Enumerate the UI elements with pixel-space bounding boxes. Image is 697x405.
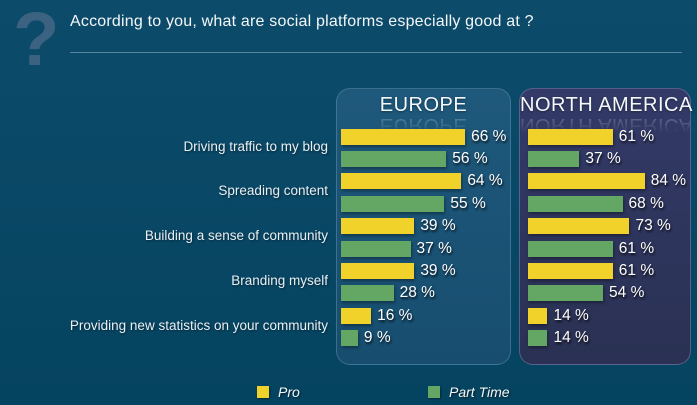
bar-value-label: 64 %: [467, 172, 503, 190]
bar-part-time: [341, 150, 447, 167]
bar-row: 28 %: [341, 284, 435, 302]
bar-pro: [341, 128, 466, 145]
bar-part-time: [528, 150, 580, 167]
bar-part-time: [341, 195, 445, 212]
bar-row: 68 %: [528, 195, 664, 212]
bar-value-label: 14 %: [553, 306, 589, 324]
bar-part-time: [341, 285, 394, 302]
category-labels-column: Driving traffic to my blog Spreading cont…: [0, 0, 330, 405]
legend-label-pro: Pro: [278, 384, 300, 400]
bar-pro: [528, 262, 613, 279]
category-label: Providing new statistics on your communi…: [69, 317, 328, 333]
legend-item-pro: Pro: [257, 384, 300, 400]
bar-row: 37 %: [528, 150, 621, 167]
bar-row: 16 %: [341, 307, 412, 324]
bar-row: 73 %: [528, 217, 671, 235]
bar-value-label: 55 %: [450, 194, 486, 212]
bar-value-label: 9 %: [363, 329, 391, 347]
panel-europe: EUROPE EUROPE 66 % 64 % 39 % 39 % 16 % 56 % 55…: [336, 88, 511, 365]
legend-label-part-time: Part Time: [449, 384, 510, 400]
bar-row: 61 %: [528, 262, 654, 279]
panel-europe-title: EUROPE: [379, 94, 468, 116]
bar-value-label: 37 %: [585, 149, 621, 167]
bar-row: 66 %: [341, 128, 506, 145]
bar-row: 64 %: [341, 172, 503, 190]
panel-europe-bars: 66 % 64 % 39 % 39 % 16 % 56 % 55 % 37 % 28 % 9 %: [341, 128, 508, 364]
legend-swatch-part-time: [428, 386, 440, 398]
bar-value-label: 39 %: [420, 261, 456, 279]
bar-pro: [528, 128, 613, 145]
question-mark-icon: ?: [13, 0, 60, 82]
bar-row: 37 %: [341, 240, 452, 257]
bar-value-label: 61 %: [618, 127, 655, 145]
bar-row: 9 %: [341, 329, 391, 347]
bar-pro: [528, 307, 548, 324]
bar-pro: [341, 262, 415, 279]
bar-value-label: 54 %: [609, 284, 645, 302]
bar-row: 14 %: [528, 307, 589, 324]
bar-pro: [341, 173, 462, 190]
bar-pro: [341, 218, 415, 235]
panel-north-america-title: NORTH AMERICA: [520, 94, 693, 116]
category-label: Branding myself: [231, 272, 328, 288]
bar-value-label: 16 %: [377, 306, 413, 324]
category-label: Building a sense of community: [144, 228, 328, 244]
bar-row: 61 %: [528, 128, 654, 145]
bar-row: 54 %: [528, 284, 645, 302]
category-label: Driving traffic to my blog: [183, 138, 328, 154]
category-label: Spreading content: [218, 183, 328, 199]
bar-value-label: 61 %: [618, 261, 655, 279]
panel-north-america-bars: 61 % 84 % 73 % 61 % 14 % 37 % 68 % 61 % 54 % 14 %: [528, 128, 688, 364]
bar-part-time: [528, 330, 548, 347]
bar-value-label: 66 %: [471, 127, 507, 145]
bar-pro: [528, 218, 630, 235]
bar-value-label: 56 %: [452, 149, 488, 167]
bar-part-time: [341, 330, 358, 347]
bar-pro: [341, 307, 372, 324]
legend-item-part-time: Part Time: [428, 384, 510, 400]
legend-swatch-pro: [257, 386, 269, 398]
bar-part-time: [528, 240, 613, 257]
bar-part-time: [528, 195, 623, 212]
bar-value-label: 61 %: [618, 239, 655, 257]
bar-part-time: [341, 240, 411, 257]
bar-value-label: 73 %: [635, 217, 671, 235]
bar-value-label: 28 %: [399, 284, 435, 302]
bar-value-label: 37 %: [416, 239, 452, 257]
bar-pro: [528, 173, 645, 190]
title-divider: [70, 52, 682, 53]
bar-row: 61 %: [528, 240, 654, 257]
bar-row: 84 %: [528, 172, 687, 190]
bar-row: 39 %: [341, 262, 456, 279]
bar-row: 55 %: [341, 195, 486, 212]
panel-north-america: NORTH AMERICA NORTH AMERICA 61 % 84 % 73 %…: [519, 88, 693, 365]
bar-value-label: 39 %: [420, 217, 456, 235]
bar-row: 14 %: [528, 329, 589, 347]
bar-value-label: 84 %: [650, 172, 687, 190]
bar-part-time: [528, 285, 604, 302]
page-title: According to you, what are social platfo…: [70, 13, 534, 30]
bar-value-label: 68 %: [628, 194, 664, 212]
bar-row: 56 %: [341, 150, 488, 167]
bar-value-label: 14 %: [553, 329, 589, 347]
bar-row: 39 %: [341, 217, 456, 235]
